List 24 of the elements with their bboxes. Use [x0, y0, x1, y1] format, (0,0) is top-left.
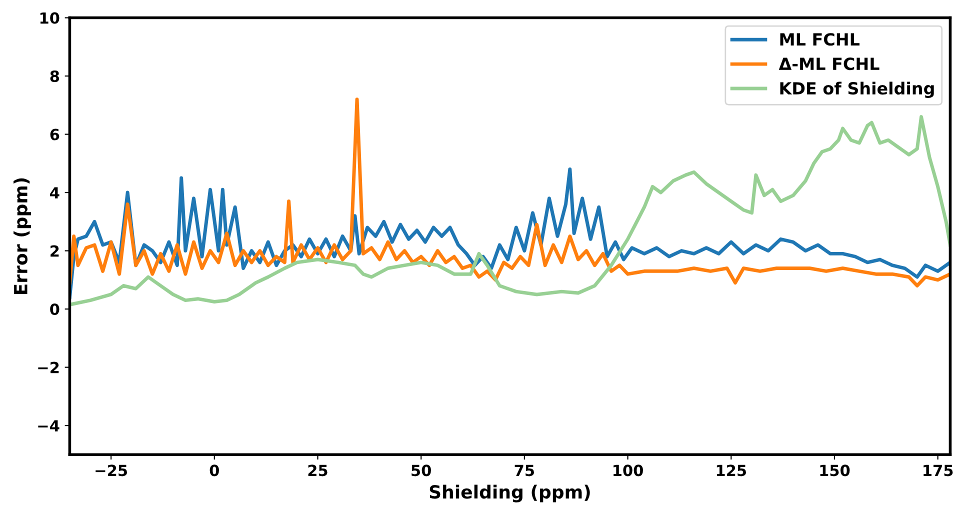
x-tick-label: −25 [96, 464, 128, 476]
y-axis-title: Error (ppm) [14, 178, 32, 294]
x-tick-label: 100 [614, 464, 643, 476]
line-series [70, 115, 950, 306]
y-tick-label: −4 [38, 420, 60, 432]
x-tick-label: 25 [308, 464, 328, 476]
y-tick-label: 4 [50, 187, 60, 198]
x-tick-label: 50 [412, 464, 431, 476]
y-tick-label: 8 [50, 70, 60, 82]
legend-label: ML FCHL [780, 33, 860, 46]
x-tick-label: 125 [716, 464, 746, 476]
x-tick-label: 175 [924, 464, 953, 476]
y-tick-label: 0 [50, 304, 60, 316]
x-axis-title: Shielding (ppm) [430, 484, 590, 502]
line-series [70, 98, 950, 288]
x-tick-label: 0 [210, 464, 219, 476]
legend-label: Δ-ML FCHL [778, 58, 880, 70]
y-tick-label: 2 [50, 245, 59, 257]
x-tick-label: 150 [820, 464, 850, 476]
legend-label: KDE of Shielding [780, 82, 934, 98]
x-tick-label: 75 [514, 464, 534, 476]
y-tick-label: 6 [50, 128, 60, 140]
y-tick-label: 10 [40, 12, 60, 24]
y-tick-label: −2 [38, 362, 59, 374]
